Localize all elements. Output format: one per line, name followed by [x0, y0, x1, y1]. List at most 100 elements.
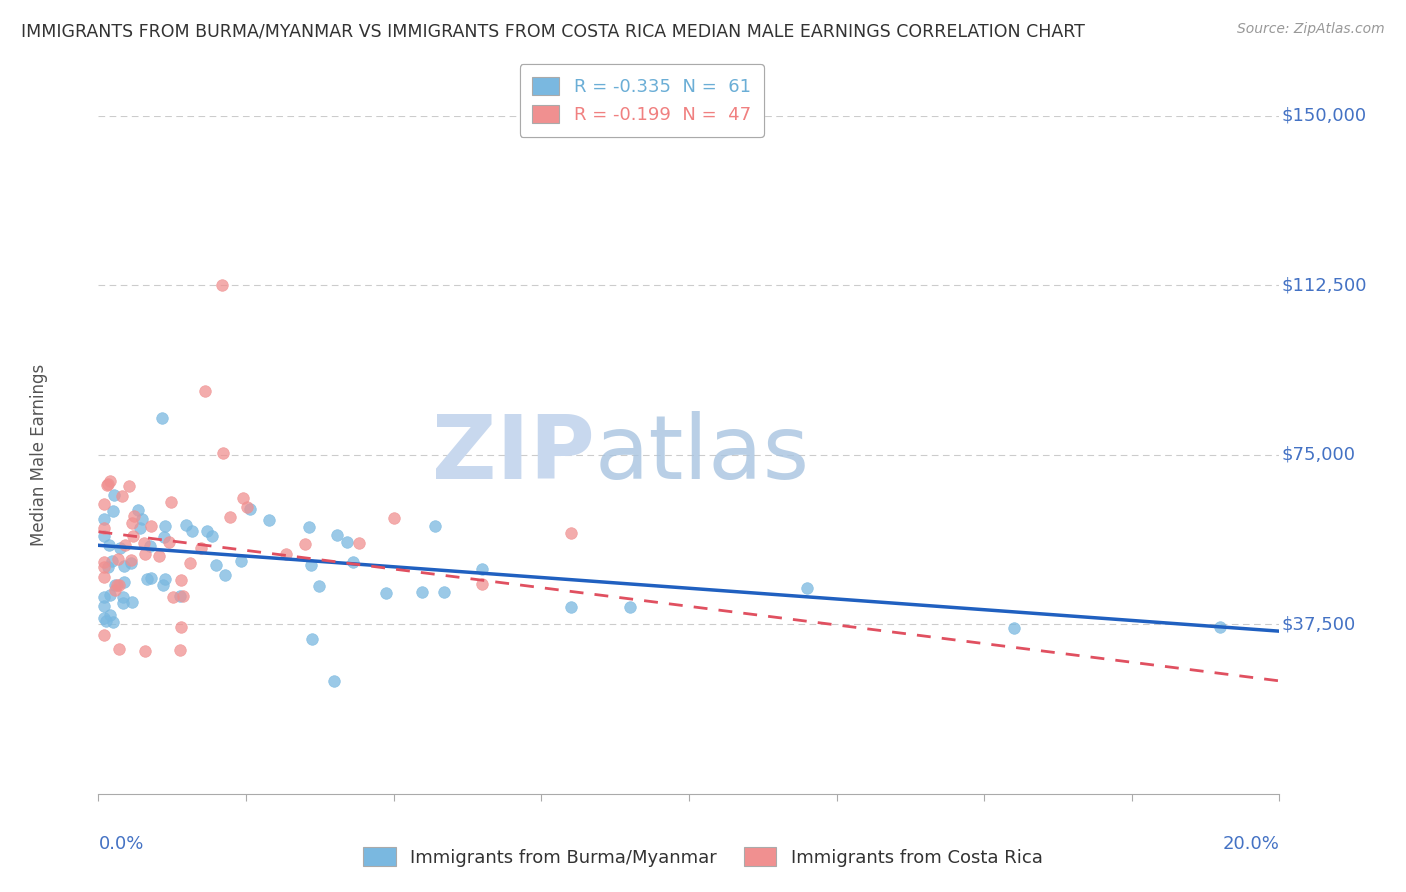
Point	[471, 562, 494, 576]
Point	[97, 476, 120, 491]
Point	[214, 567, 236, 582]
Point	[128, 521, 150, 535]
Legend: R = -0.335  N =  61, R = -0.199  N =  47: R = -0.335 N = 61, R = -0.199 N = 47	[520, 64, 763, 137]
Point	[93, 521, 115, 535]
Point	[190, 541, 212, 556]
Point	[111, 596, 134, 610]
Point	[107, 551, 129, 566]
Point	[112, 574, 135, 589]
Point	[93, 611, 115, 625]
Point	[93, 590, 115, 604]
Point	[104, 582, 127, 597]
Point	[170, 573, 193, 587]
Point	[257, 513, 280, 527]
Text: Source: ZipAtlas.com: Source: ZipAtlas.com	[1237, 22, 1385, 37]
Point	[120, 556, 142, 570]
Point	[93, 529, 115, 543]
Point	[98, 474, 121, 488]
Point	[423, 519, 446, 533]
Point	[138, 539, 160, 553]
Point	[111, 590, 134, 604]
Point	[211, 446, 233, 460]
Point	[150, 411, 173, 425]
Point	[101, 615, 124, 630]
Point	[148, 549, 170, 563]
Point	[276, 547, 298, 561]
Point	[100, 608, 122, 623]
Point	[122, 529, 145, 543]
Point	[134, 536, 156, 550]
Point	[375, 586, 398, 600]
Point	[560, 600, 582, 615]
Point	[152, 577, 174, 591]
Text: $112,500: $112,500	[1282, 277, 1367, 294]
Point	[342, 555, 364, 569]
Point	[108, 541, 131, 555]
Point	[152, 530, 174, 544]
Point	[105, 578, 128, 592]
Text: Median Male Earnings: Median Male Earnings	[31, 364, 48, 546]
Point	[308, 579, 330, 593]
Point	[93, 555, 115, 569]
Point	[96, 478, 118, 492]
Point	[796, 581, 818, 595]
Point	[180, 524, 202, 538]
Point	[1209, 620, 1232, 634]
Point	[100, 589, 122, 603]
Point	[94, 614, 117, 628]
Point	[162, 590, 184, 604]
Point	[232, 491, 254, 506]
Point	[131, 511, 153, 525]
Point	[204, 558, 226, 572]
Point	[336, 535, 359, 549]
Point	[169, 620, 191, 634]
Point	[1002, 622, 1025, 636]
Point	[121, 516, 143, 531]
Text: atlas: atlas	[595, 411, 810, 499]
Point	[194, 384, 217, 398]
Point	[108, 577, 131, 591]
Point	[157, 535, 180, 549]
Point	[411, 585, 433, 599]
Point	[236, 500, 259, 514]
Point	[93, 512, 115, 526]
Point	[120, 553, 142, 567]
Point	[172, 589, 194, 603]
Point	[111, 490, 134, 504]
Point	[93, 599, 115, 613]
Point	[93, 560, 115, 574]
Point	[211, 278, 233, 293]
Point	[93, 497, 115, 511]
Point	[619, 599, 641, 614]
Point	[219, 509, 242, 524]
Point	[134, 643, 156, 657]
Point	[326, 528, 349, 542]
Point	[128, 502, 150, 516]
Point	[229, 554, 252, 568]
Point	[112, 559, 135, 574]
Point	[121, 595, 143, 609]
Point	[382, 510, 405, 524]
Text: $150,000: $150,000	[1282, 107, 1367, 125]
Point	[108, 642, 131, 657]
Point	[98, 538, 121, 552]
Point	[323, 673, 346, 688]
Text: $75,000: $75,000	[1282, 446, 1355, 464]
Point	[139, 519, 162, 533]
Point	[298, 520, 321, 534]
Point	[122, 508, 145, 523]
Text: IMMIGRANTS FROM BURMA/MYANMAR VS IMMIGRANTS FROM COSTA RICA MEDIAN MALE EARNINGS: IMMIGRANTS FROM BURMA/MYANMAR VS IMMIGRA…	[21, 22, 1085, 40]
Point	[114, 538, 136, 552]
Point	[301, 632, 323, 647]
Point	[135, 572, 157, 586]
Point	[104, 578, 127, 592]
Point	[174, 518, 197, 533]
Text: $37,500: $37,500	[1282, 615, 1355, 633]
Point	[299, 558, 322, 572]
Point	[97, 559, 120, 574]
Legend: Immigrants from Burma/Myanmar, Immigrants from Costa Rica: Immigrants from Burma/Myanmar, Immigrant…	[356, 840, 1050, 874]
Point	[197, 524, 219, 538]
Point	[169, 643, 191, 657]
Point	[471, 576, 494, 591]
Point	[238, 502, 260, 516]
